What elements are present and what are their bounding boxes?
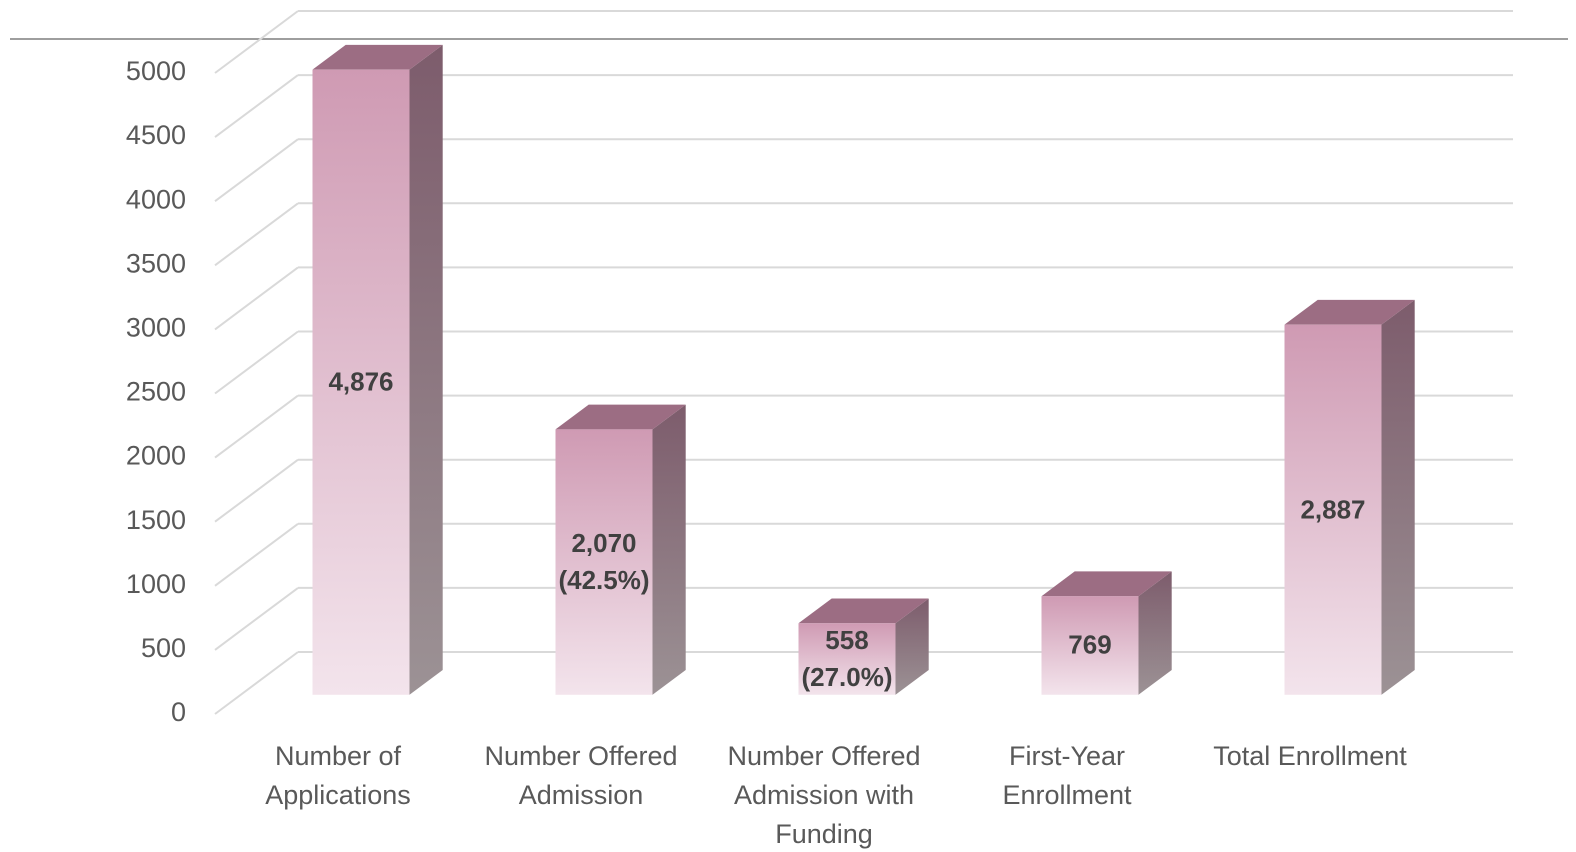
value-label: 2,070 (42.5%) xyxy=(558,528,650,596)
y-tick-label: 4500 xyxy=(126,120,186,150)
grid-line-side xyxy=(214,10,299,74)
value-label: 2,887 xyxy=(1300,494,1366,525)
bar xyxy=(555,429,653,695)
bar-top xyxy=(1284,299,1415,325)
bar-side xyxy=(895,598,929,695)
grid-line-side xyxy=(214,266,299,331)
x-tick-label: Number Offered Admission with Funding xyxy=(727,741,921,849)
bar-top xyxy=(312,44,443,70)
grid-line-side xyxy=(214,202,299,267)
grid-line-side xyxy=(214,330,299,395)
grid-line-side xyxy=(214,522,299,587)
y-tick-label: 5000 xyxy=(126,56,186,86)
y-tick-label: 2500 xyxy=(126,377,186,407)
grid-line-side xyxy=(214,394,299,459)
grid-line-side xyxy=(214,651,299,715)
y-tick-label: 3000 xyxy=(126,313,186,343)
bar-top xyxy=(1041,571,1172,597)
value-label: 558 (27.0%) xyxy=(801,625,893,692)
grid-line-side xyxy=(214,587,299,651)
y-tick-label: 1500 xyxy=(126,505,186,535)
value-label: 4,876 xyxy=(328,366,394,397)
bar-side xyxy=(652,404,686,695)
bar-top xyxy=(555,404,686,430)
x-tick-label: Number of Applications xyxy=(265,741,411,810)
bar xyxy=(1041,596,1139,695)
bar-side xyxy=(1138,571,1172,695)
bar-top xyxy=(798,598,929,624)
bar xyxy=(312,69,410,695)
value-label: 769 xyxy=(1068,629,1112,660)
x-tick-label: Number Offered Admission xyxy=(484,741,678,810)
bar xyxy=(798,623,896,695)
grid-line-side xyxy=(214,138,299,203)
bar xyxy=(1284,324,1382,695)
x-tick-label: Total Enrollment xyxy=(1213,741,1407,771)
bar-side xyxy=(1381,299,1415,695)
y-tick-label: 4000 xyxy=(126,184,186,214)
y-tick-label: 500 xyxy=(141,633,186,663)
grid-line-side xyxy=(214,458,299,523)
bar-side xyxy=(409,44,443,695)
y-tick-label: 1000 xyxy=(126,569,186,599)
grid-line-side xyxy=(214,74,299,138)
y-tick-label: 0 xyxy=(171,697,186,727)
x-tick-label: First-Year Enrollment xyxy=(1002,741,1132,810)
y-tick-label: 2000 xyxy=(126,441,186,471)
y-tick-label: 3500 xyxy=(126,248,186,278)
